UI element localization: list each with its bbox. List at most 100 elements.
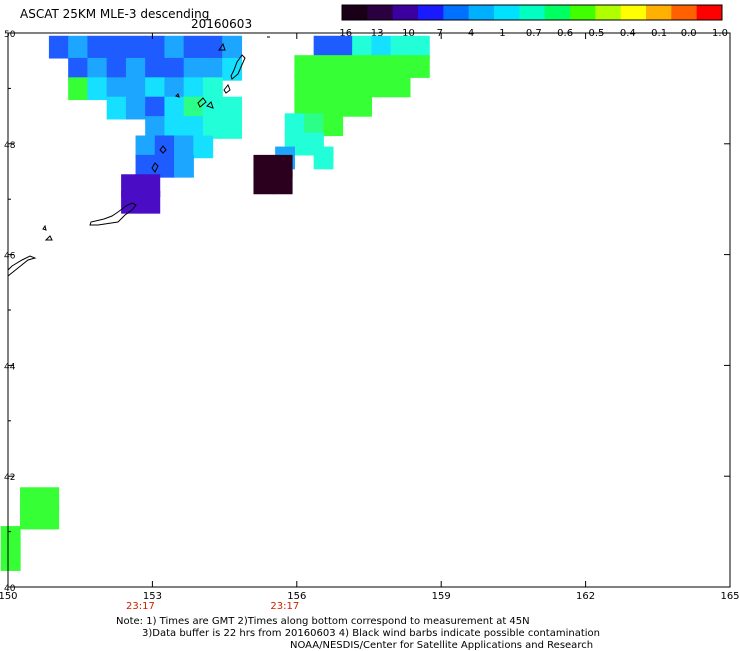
wind-cell [294, 55, 315, 78]
lat-label: 42 [4, 473, 15, 483]
wind-cell [174, 135, 194, 159]
wind-cell [106, 96, 127, 120]
lon-label: 162 [576, 591, 595, 602]
wind-cell [202, 77, 223, 101]
wind-cell [121, 190, 141, 214]
wind-cell [222, 96, 243, 120]
wind-cell [193, 135, 214, 159]
wind-cell [164, 57, 185, 81]
color-scale-legend: -16 -13 -10 -7 -4 -1 -0.7 -0.6 -0.5 -0.4 -0.1 0.0 1.… [336, 4, 728, 39]
wind-cell [106, 35, 127, 59]
wind-cell [222, 116, 243, 139]
colorbar-segment [595, 5, 622, 20]
colorbar-segment [443, 5, 470, 20]
wind-cell [183, 116, 204, 139]
wind-cell [145, 35, 166, 59]
note-line-1: Note: 1) Times are GMT 2)Times along bot… [116, 616, 530, 627]
wind-cell [125, 57, 146, 81]
wind-cell [253, 171, 274, 195]
map-date: 20160603 [191, 17, 253, 31]
colorbar-segment [418, 5, 444, 20]
wind-cell [145, 116, 166, 139]
island-shape [197, 97, 207, 108]
wind-cell [313, 146, 334, 170]
coastline [7, 42, 246, 277]
wind-cell [202, 57, 223, 81]
colorbar-segment [646, 5, 672, 20]
wind-cell [183, 35, 204, 59]
wind-cell [183, 77, 204, 101]
wind-cell [68, 77, 89, 101]
wind-cell [332, 93, 353, 117]
wind-cell [371, 55, 392, 78]
wind-cell [164, 116, 185, 139]
island-shape [206, 101, 214, 109]
island-shape [230, 54, 246, 80]
colorbar-segment [696, 5, 723, 20]
wind-cell [39, 487, 60, 511]
wind-cell [48, 35, 69, 59]
colorbar-segment [494, 5, 520, 20]
wind-cell [145, 77, 166, 101]
lat-label: 46 [4, 252, 16, 262]
wind-cell [106, 57, 127, 81]
wind-cell [125, 77, 146, 101]
lat-label: 40 [4, 584, 16, 594]
wind-cell [390, 35, 411, 59]
wind-cell [164, 96, 185, 120]
wind-cell [39, 506, 60, 530]
wind-cell [313, 35, 334, 59]
lon-label: 159 [432, 591, 451, 602]
wind-cell [371, 74, 392, 98]
wind-cell [304, 113, 324, 137]
wind-cell [202, 35, 223, 59]
wind-cell [352, 55, 373, 78]
wind-cell [164, 35, 185, 59]
wind-cell [202, 116, 223, 139]
colorbar-segment [519, 5, 546, 20]
island-shape [223, 84, 231, 94]
axis-ticks: 150 153 156 159 162 165 50 48 46 44 42 40 23:17 23:17 [0, 30, 740, 612]
wind-cell [272, 171, 293, 195]
wind-cell [87, 77, 108, 101]
wind-cell [352, 93, 373, 117]
wind-cell [294, 74, 315, 98]
data-cells [0, 35, 430, 571]
wind-cell [332, 35, 353, 59]
wind-cell [125, 35, 146, 59]
colorbar-segment [620, 5, 647, 20]
wind-cell [87, 57, 108, 81]
island-shape [175, 93, 180, 98]
wind-cell [87, 35, 108, 59]
coast-line [7, 255, 37, 277]
wind-cell [313, 55, 334, 78]
wind-cell [222, 35, 243, 59]
wind-cell [332, 55, 353, 78]
wind-cell [154, 135, 175, 159]
colorbar-segment [671, 5, 698, 20]
wind-cell [125, 96, 146, 120]
island-shape [42, 224, 47, 231]
wind-cell [352, 74, 373, 98]
wind-cell [164, 77, 185, 101]
wind-cell [313, 74, 334, 98]
lon-label: 150 [0, 591, 18, 602]
wind-cell [390, 55, 411, 78]
wind-cell [20, 487, 40, 511]
time-label: 23:17 [270, 601, 299, 612]
wind-cell [0, 526, 21, 549]
colorbar-border [341, 4, 723, 21]
wind-cell [313, 93, 334, 117]
wind-cell [323, 113, 344, 137]
wind-cell [145, 96, 166, 120]
colorbar-segment [342, 5, 368, 20]
wind-cell [68, 57, 89, 81]
colorbar-segment [367, 5, 394, 20]
wind-cell [135, 135, 156, 159]
note-line-2: 3)Data buffer is 22 hrs from 20160603 4)… [142, 628, 600, 639]
lon-label: 165 [720, 591, 739, 602]
wind-cell [409, 55, 430, 78]
wind-cell [352, 35, 373, 59]
island-shape [218, 42, 226, 51]
